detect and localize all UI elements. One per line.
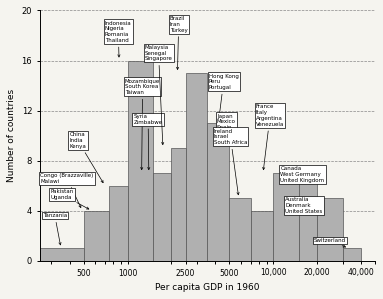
Text: Australia
Denmark
United States: Australia Denmark United States	[285, 197, 322, 214]
Bar	[40, 248, 83, 261]
Text: Hong Kong
Peru
Portugal: Hong Kong Peru Portugal	[209, 74, 239, 120]
Text: Canada
West Germany
United Kingdom: Canada West Germany United Kingdom	[280, 166, 325, 183]
Bar	[185, 73, 207, 261]
Text: Congo (Brazzaville)
Malawi: Congo (Brazzaville) Malawi	[40, 173, 93, 208]
Text: China
India
Kenya: China India Kenya	[70, 132, 103, 183]
Bar	[299, 173, 317, 261]
Bar	[153, 173, 172, 261]
Bar	[172, 148, 185, 261]
Bar	[109, 186, 128, 261]
Bar	[251, 211, 273, 261]
X-axis label: Per capita GDP in 1960: Per capita GDP in 1960	[155, 283, 260, 292]
Bar	[83, 211, 109, 261]
Bar	[207, 123, 229, 261]
Bar	[317, 198, 343, 261]
Y-axis label: Number of countries: Number of countries	[7, 89, 16, 182]
Bar	[128, 60, 153, 261]
Text: Syria
Zimbabwe: Syria Zimbabwe	[134, 114, 163, 170]
Bar	[273, 173, 299, 261]
Text: Malaysia
Senegal
Singapore: Malaysia Senegal Singapore	[145, 45, 172, 145]
Text: Indonesia
Nigeria
Romania
Thailand: Indonesia Nigeria Romania Thailand	[105, 21, 132, 57]
Bar	[229, 198, 251, 261]
Text: Brazil
Iran
Turkey: Brazil Iran Turkey	[170, 16, 188, 69]
Text: France
Italy
Argentina
Venezuela: France Italy Argentina Venezuela	[256, 104, 284, 170]
Text: Japan
Mexico
Spain: Japan Mexico Spain	[217, 114, 236, 130]
Text: Switzerland: Switzerland	[314, 238, 346, 247]
Text: Tanzania: Tanzania	[43, 213, 67, 245]
Text: Mozambique
South Korea
Taiwan: Mozambique South Korea Taiwan	[125, 79, 160, 170]
Text: Pakistan
Uganda: Pakistan Uganda	[50, 189, 89, 209]
Bar	[343, 248, 361, 261]
Text: Ireland
Israel
South Africa: Ireland Israel South Africa	[214, 129, 247, 195]
